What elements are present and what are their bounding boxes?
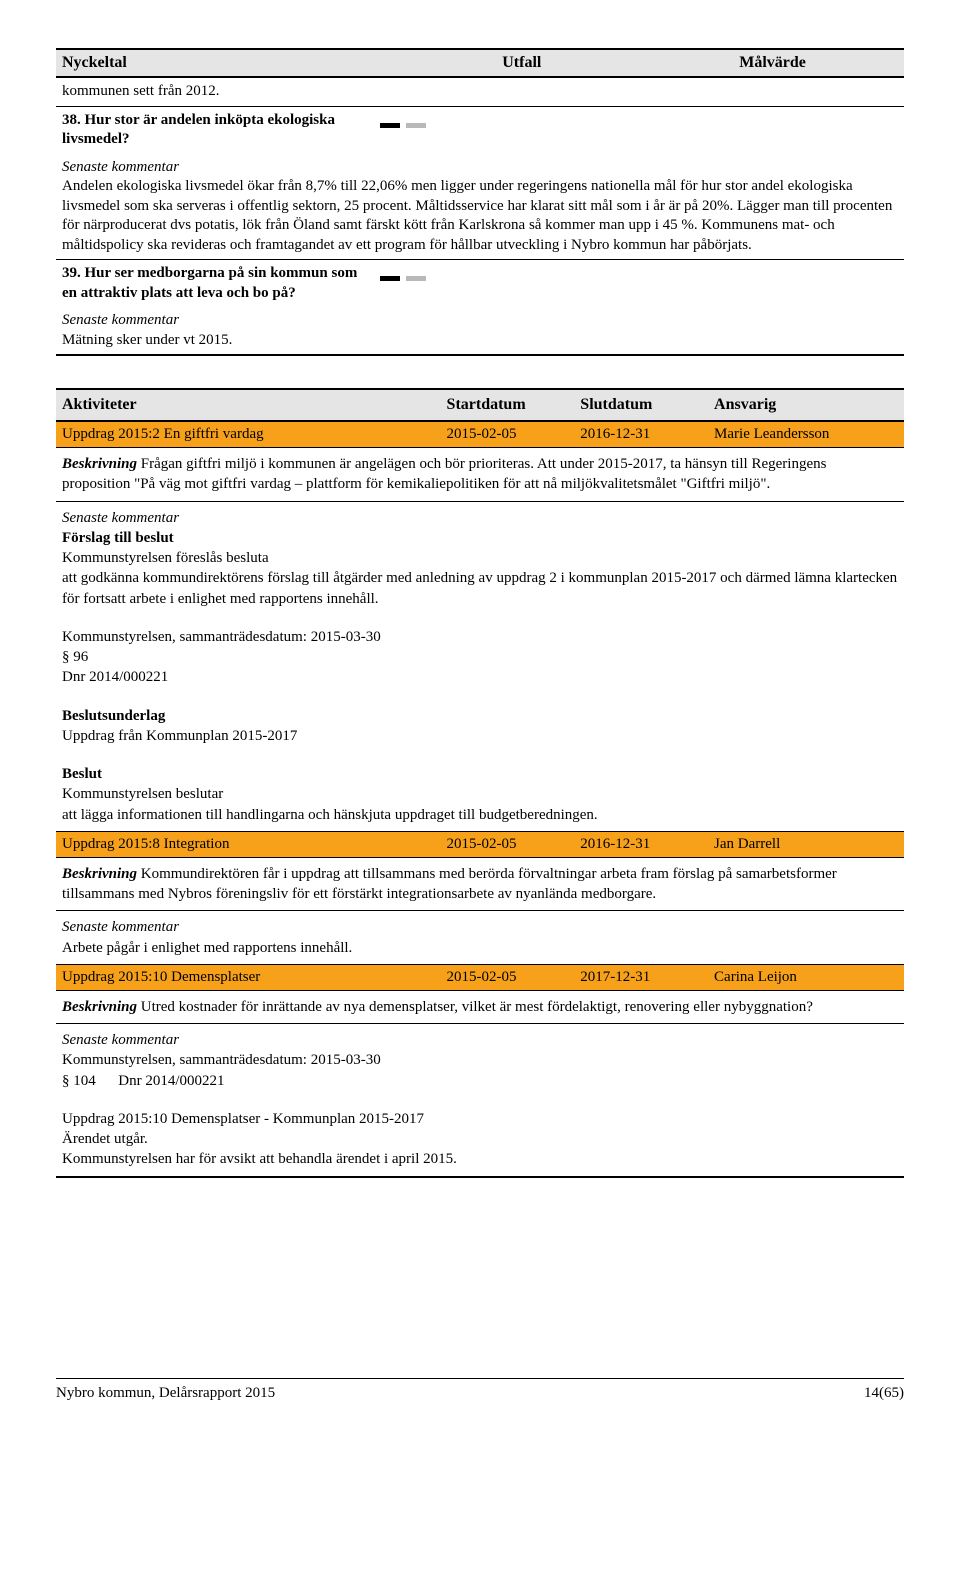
- beskrivning-label: Beskrivning: [62, 999, 137, 1015]
- r1-l4: Kommunstyrelsen, sammanträdesdatum: 2015…: [62, 627, 898, 647]
- beskrivning-label: Beskrivning: [62, 456, 137, 472]
- r1-title: Uppdrag 2015:2 En giftfri vardag: [62, 426, 447, 443]
- comment-label: Senaste kommentar: [62, 917, 898, 937]
- activity-row-3: Uppdrag 2015:10 Demensplatser 2015-02-05…: [56, 965, 904, 991]
- activity-row-1: Uppdrag 2015:2 En giftfri vardag 2015-02…: [56, 422, 904, 448]
- r2-line1: Arbete pågår i enlighet med rapportens i…: [62, 938, 898, 958]
- comment-label: Senaste kommentar: [62, 1030, 898, 1050]
- r3-l2a: § 104: [62, 1073, 96, 1089]
- r1-resp: Marie Leandersson: [714, 426, 898, 443]
- header-malvarde: Målvärde: [647, 54, 898, 72]
- header-aktiviteter: Aktiviteter: [62, 396, 447, 414]
- r3-l2: § 104 Dnr 2014/000221: [62, 1071, 898, 1091]
- mark-dark-icon: [380, 276, 400, 281]
- q38-comment: Andelen ekologiska livsmedel ökar från 8…: [62, 177, 898, 255]
- q39-comment-block: Senaste kommentar Mätning sker under vt …: [56, 307, 904, 356]
- q38-text: 38. Hur stor är andelen inköpta ekologis…: [62, 111, 380, 150]
- row-pretext: kommunen sett från 2012.: [56, 78, 904, 107]
- r2-comment-block: Senaste kommentar Arbete pågår i enlighe…: [56, 911, 904, 965]
- footer-right: 14(65): [864, 1385, 904, 1402]
- header-end: Slutdatum: [580, 396, 714, 414]
- comment-label: Senaste kommentar: [62, 311, 898, 331]
- r1-l10: Kommunstyrelsen beslutar: [62, 784, 898, 804]
- r2-resp: Jan Darrell: [714, 836, 898, 853]
- r3-l1: Kommunstyrelsen, sammanträdesdatum: 2015…: [62, 1050, 898, 1070]
- nyckeltal-header: Nyckeltal Utfall Målvärde: [56, 48, 904, 78]
- r3-resp: Carina Leijon: [714, 969, 898, 986]
- q39-comment: Mätning sker under vt 2015.: [62, 331, 898, 351]
- r1-desc-text: Frågan giftfri miljö i kommunen är angel…: [62, 456, 826, 492]
- q39-marks: [380, 264, 547, 288]
- r1-end: 2016-12-31: [580, 426, 714, 443]
- q39-text: 39. Hur ser medborgarna på sin kommun so…: [62, 264, 380, 303]
- r1-l3: att godkänna kommundirektörens förslag t…: [62, 568, 898, 609]
- r3-l5: Kommunstyrelsen har för avsikt att behan…: [62, 1149, 898, 1169]
- r3-l2b: Dnr 2014/000221: [118, 1073, 224, 1089]
- r2-title: Uppdrag 2015:8 Integration: [62, 836, 447, 853]
- r3-l3: Uppdrag 2015:10 Demensplatser - Kommunpl…: [62, 1109, 898, 1129]
- r1-desc: Beskrivning Frågan giftfri miljö i kommu…: [56, 448, 904, 502]
- r3-desc: Beskrivning Utred kostnader för inrättan…: [56, 991, 904, 1024]
- beskrivning-label: Beskrivning: [62, 866, 137, 882]
- r1-start: 2015-02-05: [447, 426, 581, 443]
- r3-start: 2015-02-05: [447, 969, 581, 986]
- r2-end: 2016-12-31: [580, 836, 714, 853]
- header-start: Startdatum: [447, 396, 581, 414]
- r1-comment-block: Senaste kommentar Förslag till beslut Ko…: [56, 502, 904, 832]
- r1-l7: Beslutsunderlag: [62, 706, 898, 726]
- activities-table: Aktiviteter Startdatum Slutdatum Ansvari…: [56, 388, 904, 1178]
- comment-label: Senaste kommentar: [62, 508, 898, 528]
- header-nyckeltal: Nyckeltal: [62, 54, 396, 72]
- r2-start: 2015-02-05: [447, 836, 581, 853]
- r2-desc: Beskrivning Kommundirektören får i uppdr…: [56, 858, 904, 912]
- header-utfall: Utfall: [396, 54, 647, 72]
- r3-comment-block: Senaste kommentar Kommunstyrelsen, samma…: [56, 1024, 904, 1178]
- footer-left: Nybro kommun, Delårsrapport 2015: [56, 1385, 275, 1402]
- r1-l2: Kommunstyrelsen föreslås besluta: [62, 548, 898, 568]
- r1-l1: Förslag till beslut: [62, 528, 898, 548]
- mark-light-icon: [406, 123, 426, 128]
- mark-light-icon: [406, 276, 426, 281]
- q38-marks: [380, 111, 547, 135]
- r1-l5: § 96: [62, 647, 898, 667]
- page-footer: Nybro kommun, Delårsrapport 2015 14(65): [56, 1378, 904, 1402]
- r3-desc-text: Utred kostnader för inrättande av nya de…: [137, 999, 813, 1015]
- r1-l11: att lägga informationen till handlingarn…: [62, 805, 898, 825]
- q39-row: 39. Hur ser medborgarna på sin kommun so…: [56, 260, 904, 307]
- comment-label: Senaste kommentar: [62, 158, 898, 178]
- r3-l4: Ärendet utgår.: [62, 1129, 898, 1149]
- q38-comment-block: Senaste kommentar Andelen ekologiska liv…: [56, 154, 904, 261]
- mark-dark-icon: [380, 123, 400, 128]
- r1-l6: Dnr 2014/000221: [62, 667, 898, 687]
- r2-desc-text: Kommundirektören får i uppdrag att tills…: [62, 866, 837, 902]
- r3-end: 2017-12-31: [580, 969, 714, 986]
- q38-row: 38. Hur stor är andelen inköpta ekologis…: [56, 107, 904, 154]
- activities-header: Aktiviteter Startdatum Slutdatum Ansvari…: [56, 388, 904, 422]
- r3-title: Uppdrag 2015:10 Demensplatser: [62, 969, 447, 986]
- activity-row-2: Uppdrag 2015:8 Integration 2015-02-05 20…: [56, 832, 904, 858]
- nyckeltal-table: Nyckeltal Utfall Målvärde kommunen sett …: [56, 48, 904, 356]
- r1-l9: Beslut: [62, 764, 898, 784]
- r1-l8: Uppdrag från Kommunplan 2015-2017: [62, 726, 898, 746]
- header-ansvarig: Ansvarig: [714, 396, 898, 414]
